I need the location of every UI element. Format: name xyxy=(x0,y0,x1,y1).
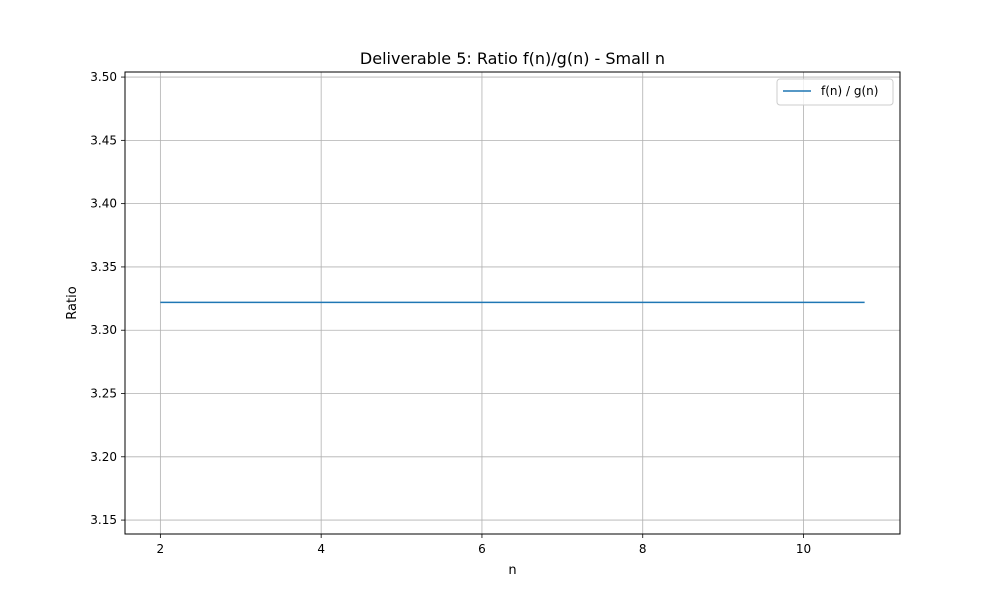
x-tick-label: 2 xyxy=(157,542,165,556)
x-tick-label: 6 xyxy=(478,542,486,556)
y-tick-label: 3.40 xyxy=(90,197,117,211)
legend: f(n) / g(n) xyxy=(776,78,894,106)
y-tick-label: 3.45 xyxy=(90,133,117,147)
legend-label: f(n) / g(n) xyxy=(821,84,878,98)
x-axis-label: n xyxy=(508,563,516,578)
y-tick-label: 3.30 xyxy=(90,323,117,337)
y-tick-label: 3.35 xyxy=(90,260,117,274)
axis-ticks: 2 4 6 8 10 3.15 3.20 3.25 3.30 3.35 3.40 3.45 3.50 xyxy=(90,70,811,556)
x-tick-label: 4 xyxy=(317,542,325,556)
y-tick-label: 3.50 xyxy=(90,70,117,84)
y-axis-label: Ratio xyxy=(65,286,80,319)
chart-title: Deliverable 5: Ratio f(n)/g(n) - Small n xyxy=(360,49,665,68)
x-tick-label: 8 xyxy=(639,542,647,556)
y-tick-label: 3.20 xyxy=(90,450,117,464)
x-tick-label: 10 xyxy=(796,542,811,556)
y-tick-label: 3.15 xyxy=(90,513,117,527)
legend-box xyxy=(776,78,894,106)
plot-area-frame xyxy=(124,71,901,535)
y-tick-label: 3.25 xyxy=(90,387,117,401)
